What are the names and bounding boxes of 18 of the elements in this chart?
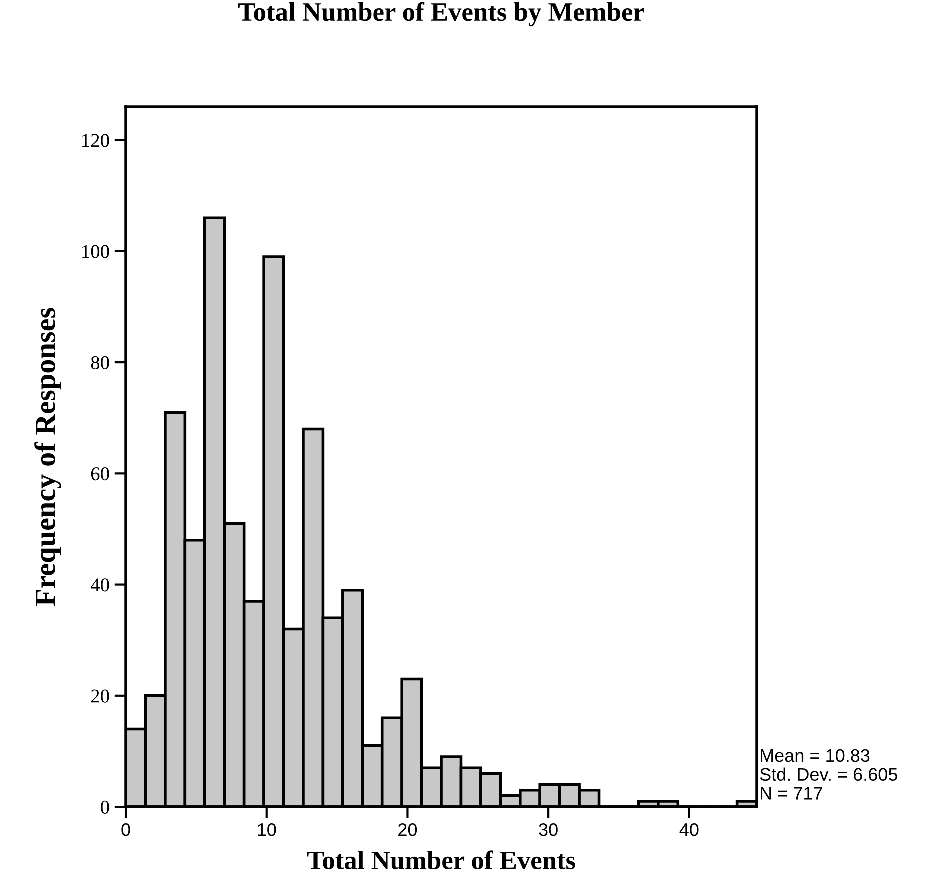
x-tick-label: 20 — [398, 823, 418, 836]
x-axis-title: Total Number of Events — [307, 850, 576, 870]
chart-title: Total Number of Events by Member — [238, 2, 644, 27]
y-axis-title: Frequency of Responses — [34, 308, 62, 606]
y-tick-label: 20 — [91, 690, 110, 703]
y-tick-label: 40 — [90, 578, 110, 592]
x-tick-label: 30 — [539, 823, 558, 836]
y-tick-label: 100 — [82, 245, 110, 258]
x-tick-label: 0 — [122, 823, 130, 836]
y-tick-label: 60 — [91, 467, 110, 481]
x-tick-label: 10 — [258, 823, 276, 836]
x-tick-label: 40 — [680, 823, 699, 836]
y-tick-label: 0 — [101, 800, 110, 814]
text: Std. Dev. = 6.605 — [760, 768, 898, 782]
y-tick-label: 80 — [91, 356, 110, 370]
y-tick-label: 120 — [82, 134, 110, 148]
text: Mean = 10.83 — [761, 749, 870, 762]
text: N = 717 — [761, 787, 822, 800]
